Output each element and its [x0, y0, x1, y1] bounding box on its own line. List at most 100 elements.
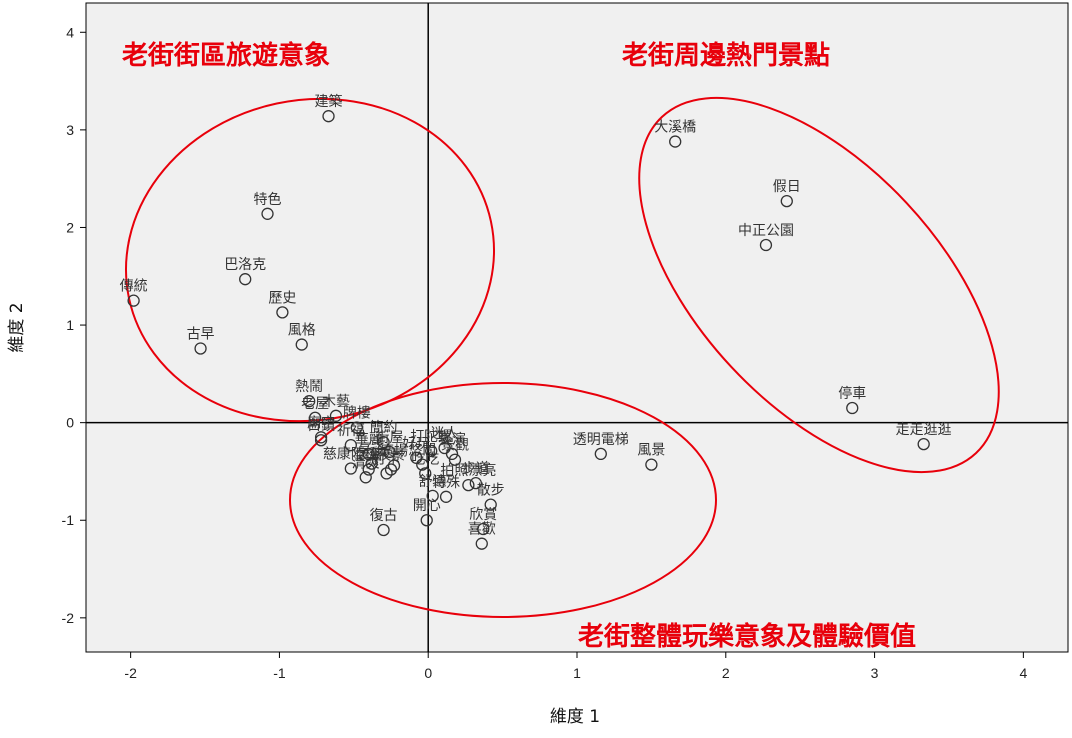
data-point	[344, 462, 357, 475]
data-point	[484, 498, 497, 511]
data-point-label: 木藝	[322, 394, 350, 410]
data-point	[308, 411, 322, 424]
y-tick-label: 2	[66, 219, 74, 235]
data-point	[380, 467, 393, 480]
data-point-label: 巴洛克	[224, 257, 266, 273]
data-point-label: 亭子	[358, 441, 386, 458]
data-point	[261, 207, 274, 220]
data-point-label: 傳統	[120, 279, 148, 295]
data-point	[475, 537, 488, 550]
data-point	[594, 447, 607, 461]
data-point-label: 熱鬧	[295, 379, 323, 395]
scatter-points	[127, 110, 930, 550]
data-point	[383, 445, 396, 459]
data-point-label: 步道	[462, 461, 490, 477]
data-point	[445, 447, 459, 461]
y-tick-label: 4	[66, 24, 74, 40]
data-point-label: 慈康陸橋	[323, 446, 379, 463]
data-point-label: 停車	[838, 385, 866, 402]
data-point	[365, 457, 378, 470]
data-point-label: 祈福	[337, 423, 365, 439]
y-axis: -2 -1 0 1 2 3 4	[62, 24, 86, 626]
data-point	[425, 444, 438, 458]
data-point	[362, 463, 375, 476]
data-point	[350, 421, 363, 434]
data-point-label: 景觀	[441, 438, 469, 454]
data-point-label: 欣賞	[469, 507, 497, 523]
data-point-label: 悠閒	[408, 443, 436, 459]
y-tick-label: 0	[66, 415, 74, 431]
data-point-label: 迷人	[431, 426, 459, 442]
data-point	[127, 294, 140, 307]
y-tick-label: 3	[66, 122, 74, 138]
data-point-label: 喜歡	[468, 522, 496, 538]
data-point-label: 吃吃	[411, 451, 439, 467]
data-point-label: 大溪橋	[654, 120, 696, 136]
data-point-label: 散步	[477, 483, 505, 499]
x-tick-label: 0	[424, 665, 432, 681]
data-point-label: 風景	[637, 443, 665, 459]
data-point	[329, 409, 343, 422]
group-label-experience: 老街整體玩樂意象及體驗價值	[578, 621, 916, 652]
data-point-label: 假日	[773, 179, 801, 195]
data-point-label: 舒適	[419, 473, 447, 490]
data-point	[477, 522, 490, 536]
data-point-label: 表演	[438, 432, 466, 448]
data-point	[426, 489, 439, 502]
y-tick-label: -2	[62, 610, 75, 626]
data-point	[303, 395, 316, 408]
data-point-label: 懷舊	[355, 447, 383, 463]
data-point	[420, 514, 433, 527]
x-tick-label: 3	[871, 665, 879, 681]
data-point-label: 打陀螺	[410, 428, 452, 445]
data-point-label: 特色	[254, 191, 282, 208]
data-point	[314, 431, 328, 444]
data-point	[239, 273, 252, 286]
data-point	[377, 523, 390, 537]
data-point-label: 特殊	[432, 475, 460, 491]
x-axis-title: 維度 1	[550, 707, 600, 727]
x-axis: -2 -1 0 1 2 3 4	[124, 652, 1027, 681]
data-point	[439, 490, 453, 503]
y-tick-label: 1	[66, 317, 74, 333]
data-point	[194, 342, 207, 355]
cluster-ellipse-experience	[289, 382, 717, 618]
data-point	[384, 463, 398, 476]
x-tick-label: 4	[1019, 665, 1027, 681]
data-point	[322, 110, 335, 123]
data-point	[314, 434, 328, 447]
plot-area	[85, 2, 1069, 653]
data-point-label: 風格	[288, 323, 316, 339]
data-point	[377, 436, 390, 449]
data-point-label: 牌樓	[343, 405, 371, 422]
data-point	[387, 459, 401, 472]
cluster-ellipse-attractions	[638, 96, 1000, 474]
data-point	[780, 194, 793, 208]
data-point-label: 中正公園	[738, 223, 794, 239]
data-point-label: 走走逛逛	[896, 422, 952, 438]
y-tick-label: -1	[62, 512, 75, 528]
data-point	[416, 458, 429, 471]
data-point-label: 清爽	[352, 455, 380, 471]
data-point	[917, 437, 930, 451]
data-point-label: 歷史	[268, 290, 296, 306]
group-label-attractions: 老街周邊熱門景點	[622, 40, 830, 71]
data-point-label: 透明電梯	[573, 432, 629, 448]
y-axis-title: 維度 2	[7, 302, 27, 352]
x-tick-label: -1	[273, 665, 286, 681]
data-point-label: 建築	[315, 94, 343, 110]
data-point-label: 街屋	[376, 430, 404, 446]
data-point	[295, 338, 308, 351]
x-tick-label: -2	[124, 665, 137, 681]
data-point-label: 好玩	[402, 436, 430, 452]
data-point-label: 廣場	[380, 443, 408, 460]
data-point	[462, 478, 475, 492]
data-point-label: 夜景	[377, 447, 405, 463]
data-point	[276, 306, 289, 319]
data-point-label: 占鎮	[307, 418, 335, 434]
data-point	[645, 458, 658, 471]
x-tick-label: 1	[573, 665, 581, 681]
reference-lines	[86, 3, 1068, 652]
